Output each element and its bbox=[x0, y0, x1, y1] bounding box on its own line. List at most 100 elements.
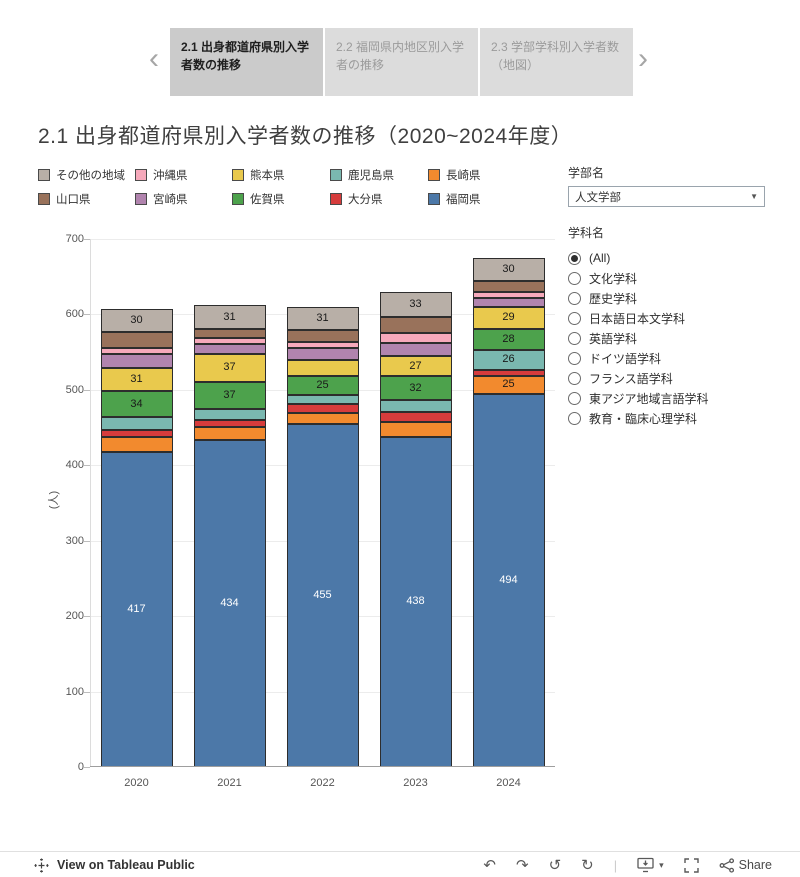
department-radio-option[interactable]: 日本語日本文学科 bbox=[568, 308, 768, 328]
bar-segment-2021-大分県[interactable] bbox=[193, 420, 266, 427]
bar-segment-2023-宮崎県[interactable] bbox=[379, 343, 452, 356]
radio-label: (All) bbox=[589, 251, 611, 265]
bar-segment-2024-福岡県[interactable]: 494 bbox=[472, 394, 545, 767]
stacked-bar-2023: 438 32 27 33 bbox=[379, 239, 452, 767]
department-radio-option[interactable]: 東アジア地域言語学科 bbox=[568, 388, 768, 408]
tabs-next-icon[interactable]: › bbox=[638, 42, 648, 75]
department-radio-option[interactable]: フランス語学科 bbox=[568, 368, 768, 388]
legend-label: 山口県 bbox=[56, 194, 91, 206]
redo-icon[interactable]: ↷ bbox=[515, 856, 529, 874]
bar-segment-2024-鹿児島県[interactable]: 26 bbox=[472, 349, 545, 370]
legend-item[interactable]: 宮崎県 bbox=[135, 191, 232, 207]
bar-segment-2023-鹿児島県[interactable] bbox=[379, 400, 452, 412]
toolbar-icons: ↶ ↷ ↺ ↻ | ▾ bbox=[483, 852, 772, 877]
department-radio-option[interactable]: (All) bbox=[568, 248, 768, 268]
bar-segment-2022-その他の地域[interactable]: 31 bbox=[286, 306, 359, 331]
bar-segment-2023-熊本県[interactable]: 27 bbox=[379, 355, 452, 377]
bar-segment-2022-大分県[interactable] bbox=[286, 404, 359, 414]
bar-segment-2023-大分県[interactable] bbox=[379, 411, 452, 423]
download-button[interactable]: ▾ bbox=[637, 857, 664, 873]
bar-segment-2022-長崎県[interactable] bbox=[286, 413, 359, 424]
undo-icon[interactable]: ↶ bbox=[483, 856, 496, 874]
department-radio-option[interactable]: 英語学科 bbox=[568, 328, 768, 348]
bar-segment-2024-山口県[interactable] bbox=[472, 280, 545, 292]
fullscreen-icon[interactable] bbox=[683, 857, 699, 873]
view-on-tableau-public-link[interactable]: View on Tableau Public bbox=[34, 852, 195, 877]
bar-segment-2020-鹿児島県[interactable] bbox=[100, 417, 173, 430]
bar-segment-2024-宮崎県[interactable] bbox=[472, 297, 545, 307]
legend-item[interactable]: 長崎県 bbox=[428, 167, 538, 183]
x-axis-line bbox=[90, 766, 555, 767]
bar-segment-2023-長崎県[interactable] bbox=[379, 422, 452, 437]
footer-toolbar: View on Tableau Public ↶ ↷ ↺ ↻ | ▾ bbox=[0, 851, 800, 877]
tab-sheet-2[interactable]: 2.2 福岡県内地区別入学者の推移 bbox=[325, 28, 478, 96]
bar-segment-2020-福岡県[interactable]: 417 bbox=[100, 452, 173, 767]
view-on-tableau-public-label: View on Tableau Public bbox=[57, 858, 195, 872]
bar-segment-2023-福岡県[interactable]: 438 bbox=[379, 436, 452, 767]
radio-label: フランス語学科 bbox=[589, 371, 673, 386]
bar-segment-2021-宮崎県[interactable] bbox=[193, 343, 266, 354]
bar-segment-2020-その他の地域[interactable]: 30 bbox=[100, 309, 173, 332]
bar-segment-2024-その他の地域[interactable]: 30 bbox=[472, 257, 545, 281]
department-radio-option[interactable]: 文化学科 bbox=[568, 268, 768, 288]
legend-item[interactable]: 熊本県 bbox=[232, 167, 330, 183]
bar-segment-2024-大分県[interactable] bbox=[472, 369, 545, 376]
share-button[interactable]: Share bbox=[719, 857, 772, 873]
bar-segment-2021-鹿児島県[interactable] bbox=[193, 409, 266, 421]
stacked-bar-2021: 434 37 37 31 bbox=[193, 239, 266, 767]
department-radio-option[interactable]: ドイツ語学科 bbox=[568, 348, 768, 368]
bar-segment-2022-福岡県[interactable]: 455 bbox=[286, 423, 359, 767]
department-radio-option[interactable]: 歴史学科 bbox=[568, 288, 768, 308]
bar-segment-2024-佐賀県[interactable]: 28 bbox=[472, 328, 545, 350]
x-axis-label-2021: 2021 bbox=[217, 777, 242, 789]
bar-segment-2023-佐賀県[interactable]: 32 bbox=[379, 376, 452, 401]
bar-segment-2024-沖縄県[interactable] bbox=[472, 291, 545, 298]
bar-segment-2021-熊本県[interactable]: 37 bbox=[193, 353, 266, 382]
bar-segment-2024-長崎県[interactable]: 25 bbox=[472, 375, 545, 395]
bar-segment-2021-その他の地域[interactable]: 31 bbox=[193, 305, 266, 329]
legend-item[interactable]: 鹿児島県 bbox=[330, 167, 428, 183]
bar-segment-2020-佐賀県[interactable]: 34 bbox=[100, 391, 173, 418]
legend-swatch bbox=[135, 193, 147, 205]
bar-segment-2022-鹿児島県[interactable] bbox=[286, 395, 359, 405]
faculty-dropdown[interactable]: 人文学部 ▼ bbox=[568, 186, 765, 207]
bar-segment-2022-熊本県[interactable] bbox=[286, 359, 359, 377]
legend-item[interactable]: 福岡県 bbox=[428, 191, 538, 207]
bar-segment-2024-熊本県[interactable]: 29 bbox=[472, 306, 545, 329]
reset-icon[interactable]: ↺ bbox=[548, 856, 562, 874]
bar-segment-2022-沖縄県[interactable] bbox=[286, 341, 359, 349]
y-axis-tick bbox=[84, 767, 90, 768]
legend-item[interactable]: 佐賀県 bbox=[232, 191, 330, 207]
x-axis-label-2023: 2023 bbox=[403, 777, 428, 789]
y-axis-tick-label: 500 bbox=[65, 383, 84, 396]
legend-item[interactable]: 大分県 bbox=[330, 191, 428, 207]
bar-segment-2021-沖縄県[interactable] bbox=[193, 337, 266, 344]
legend-item[interactable]: 沖縄県 bbox=[135, 167, 232, 183]
faculty-dropdown-value: 人文学部 bbox=[575, 191, 621, 204]
bar-segment-2020-沖縄県[interactable] bbox=[100, 348, 173, 355]
department-radio-option[interactable]: 教育・臨床心理学科 bbox=[568, 408, 768, 428]
share-icon bbox=[719, 857, 735, 873]
bar-segment-2021-長崎県[interactable] bbox=[193, 426, 266, 440]
bar-segment-2022-山口県[interactable] bbox=[286, 330, 359, 342]
tab-sheet-3[interactable]: 2.3 学部学科別入学者数（地図） bbox=[480, 28, 633, 96]
bar-segment-2020-長崎県[interactable] bbox=[100, 437, 173, 453]
refresh-icon[interactable]: ↻ bbox=[581, 856, 594, 874]
bar-segment-2021-山口県[interactable] bbox=[193, 328, 266, 338]
tabs-prev-icon[interactable]: ‹ bbox=[149, 42, 159, 75]
tab-sheet-1[interactable]: 2.1 出身都道府県別入学者数の推移 bbox=[170, 28, 323, 96]
bar-segment-2021-佐賀県[interactable]: 37 bbox=[193, 381, 266, 410]
bar-segment-2020-山口県[interactable] bbox=[100, 331, 173, 349]
bar-segment-2022-佐賀県[interactable]: 25 bbox=[286, 376, 359, 396]
bar-segment-2023-山口県[interactable] bbox=[379, 316, 452, 333]
bar-segment-2023-沖縄県[interactable] bbox=[379, 332, 452, 344]
bar-segment-2020-大分県[interactable] bbox=[100, 429, 173, 438]
bar-segment-2020-宮崎県[interactable] bbox=[100, 354, 173, 368]
legend-item[interactable]: 山口県 bbox=[38, 191, 135, 207]
bar-segment-2021-福岡県[interactable]: 434 bbox=[193, 439, 266, 767]
bar-segment-2022-宮崎県[interactable] bbox=[286, 348, 359, 360]
bar-segment-2023-その他の地域[interactable]: 33 bbox=[379, 291, 452, 317]
bar-segment-2020-熊本県[interactable]: 31 bbox=[100, 368, 173, 392]
legend-item[interactable]: その他の地域 bbox=[38, 167, 135, 183]
